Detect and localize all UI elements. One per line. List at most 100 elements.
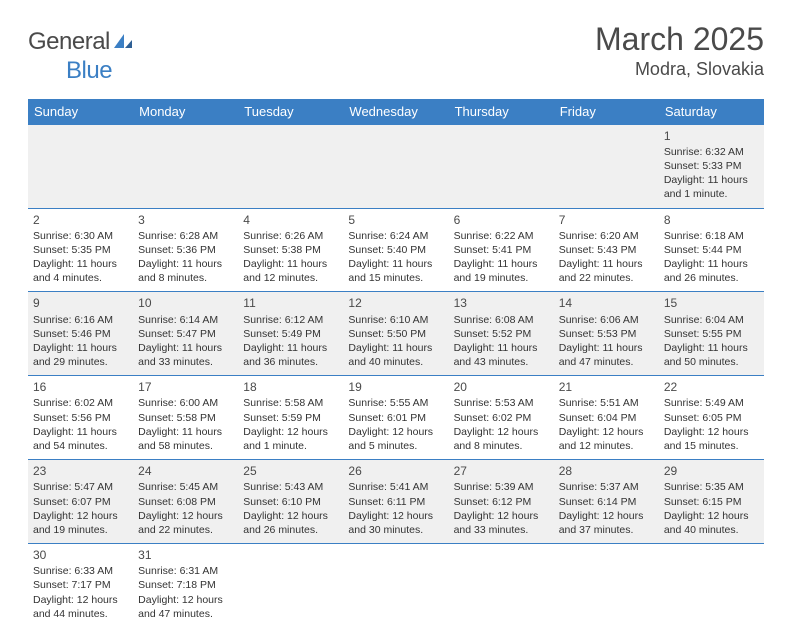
calendar-week-row: 1Sunrise: 6:32 AMSunset: 5:33 PMDaylight…	[28, 124, 764, 208]
sunset-text: Sunset: 5:49 PM	[243, 327, 338, 341]
calendar-day-cell: 27Sunrise: 5:39 AMSunset: 6:12 PMDayligh…	[449, 460, 554, 544]
sunrise-text: Sunrise: 5:39 AM	[454, 480, 549, 494]
daylight-text: Daylight: 12 hours and 47 minutes.	[138, 593, 233, 621]
daylight-text: Daylight: 11 hours and 54 minutes.	[33, 425, 128, 453]
sunset-text: Sunset: 6:11 PM	[348, 495, 443, 509]
sunrise-text: Sunrise: 6:04 AM	[664, 313, 759, 327]
calendar-day-cell: 29Sunrise: 5:35 AMSunset: 6:15 PMDayligh…	[659, 460, 764, 544]
sunset-text: Sunset: 5:53 PM	[559, 327, 654, 341]
calendar-day-cell: 16Sunrise: 6:02 AMSunset: 5:56 PMDayligh…	[28, 376, 133, 460]
daylight-text: Daylight: 12 hours and 8 minutes.	[454, 425, 549, 453]
day-number: 30	[33, 547, 128, 563]
sunset-text: Sunset: 6:04 PM	[559, 411, 654, 425]
sunrise-text: Sunrise: 6:08 AM	[454, 313, 549, 327]
sunrise-text: Sunrise: 6:20 AM	[559, 229, 654, 243]
day-number: 11	[243, 295, 338, 311]
sunset-text: Sunset: 5:41 PM	[454, 243, 549, 257]
daylight-text: Daylight: 11 hours and 26 minutes.	[664, 257, 759, 285]
sunset-text: Sunset: 5:47 PM	[138, 327, 233, 341]
weekday-header: Monday	[133, 99, 238, 125]
calendar-week-row: 23Sunrise: 5:47 AMSunset: 6:07 PMDayligh…	[28, 460, 764, 544]
sunrise-text: Sunrise: 5:53 AM	[454, 396, 549, 410]
sunrise-text: Sunrise: 6:22 AM	[454, 229, 549, 243]
sunset-text: Sunset: 5:40 PM	[348, 243, 443, 257]
sunrise-text: Sunrise: 5:35 AM	[664, 480, 759, 494]
sunrise-text: Sunrise: 5:41 AM	[348, 480, 443, 494]
sunrise-text: Sunrise: 6:16 AM	[33, 313, 128, 327]
sunset-text: Sunset: 6:07 PM	[33, 495, 128, 509]
daylight-text: Daylight: 12 hours and 26 minutes.	[243, 509, 338, 537]
daylight-text: Daylight: 12 hours and 44 minutes.	[33, 593, 128, 621]
day-number: 2	[33, 212, 128, 228]
day-number: 27	[454, 463, 549, 479]
day-number: 24	[138, 463, 233, 479]
day-number: 10	[138, 295, 233, 311]
sunset-text: Sunset: 5:58 PM	[138, 411, 233, 425]
daylight-text: Daylight: 12 hours and 12 minutes.	[559, 425, 654, 453]
calendar-day-cell: 17Sunrise: 6:00 AMSunset: 5:58 PMDayligh…	[133, 376, 238, 460]
sunset-text: Sunset: 6:05 PM	[664, 411, 759, 425]
calendar-day-cell: 11 Sunrise: 6:12 AMSunset: 5:49 PMDayligh…	[238, 292, 343, 376]
calendar-day-cell: 23Sunrise: 5:47 AMSunset: 6:07 PMDayligh…	[28, 460, 133, 544]
calendar-empty-cell	[133, 124, 238, 208]
sunrise-text: Sunrise: 6:30 AM	[33, 229, 128, 243]
day-number: 14	[559, 295, 654, 311]
calendar-empty-cell	[659, 544, 764, 627]
sunset-text: Sunset: 5:56 PM	[33, 411, 128, 425]
day-number: 6	[454, 212, 549, 228]
sunset-text: Sunset: 7:18 PM	[138, 578, 233, 592]
calendar-week-row: 2Sunrise: 6:30 AMSunset: 5:35 PMDaylight…	[28, 208, 764, 292]
day-number: 21	[559, 379, 654, 395]
logo: GeneralBlue	[28, 22, 134, 85]
sunset-text: Sunset: 5:43 PM	[559, 243, 654, 257]
day-number: 4	[243, 212, 338, 228]
calendar-day-cell: 3Sunrise: 6:28 AMSunset: 5:36 PMDaylight…	[133, 208, 238, 292]
sunset-text: Sunset: 5:36 PM	[138, 243, 233, 257]
logo-text-1: General	[28, 28, 110, 55]
calendar-day-cell: 26Sunrise: 5:41 AMSunset: 6:11 PMDayligh…	[343, 460, 448, 544]
daylight-text: Daylight: 11 hours and 22 minutes.	[559, 257, 654, 285]
day-number: 18	[243, 379, 338, 395]
calendar-day-cell: 6Sunrise: 6:22 AMSunset: 5:41 PMDaylight…	[449, 208, 554, 292]
daylight-text: Daylight: 11 hours and 4 minutes.	[33, 257, 128, 285]
calendar-day-cell: 1Sunrise: 6:32 AMSunset: 5:33 PMDaylight…	[659, 124, 764, 208]
calendar-day-cell: 24Sunrise: 5:45 AMSunset: 6:08 PMDayligh…	[133, 460, 238, 544]
daylight-text: Daylight: 11 hours and 19 minutes.	[454, 257, 549, 285]
sunset-text: Sunset: 6:14 PM	[559, 495, 654, 509]
day-number: 22	[664, 379, 759, 395]
daylight-text: Daylight: 11 hours and 36 minutes.	[243, 341, 338, 369]
calendar-day-cell: 13Sunrise: 6:08 AMSunset: 5:52 PMDayligh…	[449, 292, 554, 376]
sunrise-text: Sunrise: 5:49 AM	[664, 396, 759, 410]
sunrise-text: Sunrise: 5:47 AM	[33, 480, 128, 494]
month-title: March 2025	[595, 22, 764, 57]
calendar-day-cell: 14Sunrise: 6:06 AMSunset: 5:53 PMDayligh…	[554, 292, 659, 376]
sunrise-text: Sunrise: 5:58 AM	[243, 396, 338, 410]
sunset-text: Sunset: 6:10 PM	[243, 495, 338, 509]
day-number: 20	[454, 379, 549, 395]
sunrise-text: Sunrise: 6:28 AM	[138, 229, 233, 243]
sunrise-text: Sunrise: 6:10 AM	[348, 313, 443, 327]
calendar-day-cell: 10Sunrise: 6:14 AMSunset: 5:47 PMDayligh…	[133, 292, 238, 376]
daylight-text: Daylight: 12 hours and 15 minutes.	[664, 425, 759, 453]
calendar-day-cell: 2Sunrise: 6:30 AMSunset: 5:35 PMDaylight…	[28, 208, 133, 292]
calendar-week-row: 9Sunrise: 6:16 AMSunset: 5:46 PMDaylight…	[28, 292, 764, 376]
daylight-text: Daylight: 12 hours and 22 minutes.	[138, 509, 233, 537]
calendar-day-cell: 20Sunrise: 5:53 AMSunset: 6:02 PMDayligh…	[449, 376, 554, 460]
calendar-empty-cell	[343, 124, 448, 208]
calendar-week-row: 30Sunrise: 6:33 AMSunset: 7:17 PMDayligh…	[28, 544, 764, 627]
weekday-header-row: SundayMondayTuesdayWednesdayThursdayFrid…	[28, 99, 764, 125]
daylight-text: Daylight: 11 hours and 15 minutes.	[348, 257, 443, 285]
daylight-text: Daylight: 12 hours and 37 minutes.	[559, 509, 654, 537]
daylight-text: Daylight: 12 hours and 19 minutes.	[33, 509, 128, 537]
sunset-text: Sunset: 5:52 PM	[454, 327, 549, 341]
sunrise-text: Sunrise: 6:31 AM	[138, 564, 233, 578]
sunset-text: Sunset: 6:02 PM	[454, 411, 549, 425]
calendar-day-cell: 12Sunrise: 6:10 AMSunset: 5:50 PMDayligh…	[343, 292, 448, 376]
logo-text-2: Blue	[66, 57, 112, 84]
sunset-text: Sunset: 6:01 PM	[348, 411, 443, 425]
sunrise-text: Sunrise: 6:02 AM	[33, 396, 128, 410]
calendar-empty-cell	[554, 544, 659, 627]
sunrise-text: Sunrise: 6:12 AM	[243, 313, 338, 327]
day-number: 3	[138, 212, 233, 228]
sunset-text: Sunset: 7:17 PM	[33, 578, 128, 592]
